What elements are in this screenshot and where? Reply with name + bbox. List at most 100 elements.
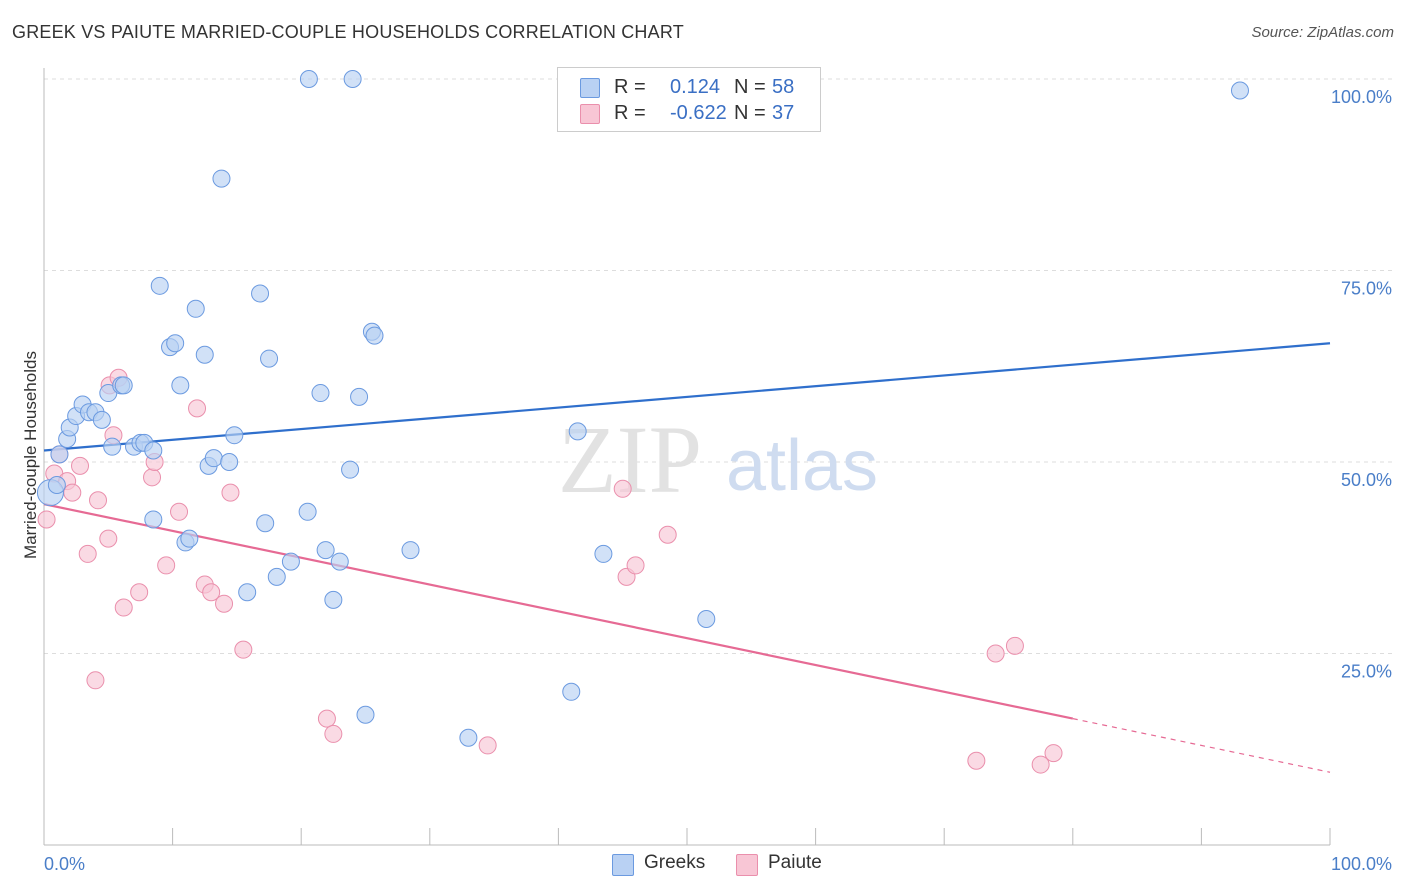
legend-n-label: N = bbox=[734, 76, 766, 98]
paiute-point bbox=[221, 483, 240, 502]
paiute-point bbox=[130, 583, 149, 602]
paiute-swatch bbox=[736, 854, 758, 876]
greek-point bbox=[114, 376, 133, 395]
legend-n-label: N = bbox=[734, 102, 766, 124]
greek-point bbox=[195, 345, 214, 364]
stats-legend: R = 0.124 N = 58 R = -0.622 N = 37 bbox=[557, 67, 821, 132]
greek-point bbox=[256, 514, 275, 533]
greek-point bbox=[204, 449, 223, 468]
greek-point bbox=[298, 502, 317, 521]
paiute-point bbox=[188, 399, 207, 418]
watermark: ZIP atlas bbox=[558, 406, 878, 513]
greek-point bbox=[92, 410, 111, 429]
paiute-point bbox=[1005, 636, 1024, 655]
paiute-trend-extension bbox=[1072, 718, 1331, 773]
greek-point bbox=[220, 453, 239, 471]
greek-point bbox=[311, 384, 330, 403]
y-tick-label: 50.0% bbox=[1341, 470, 1392, 490]
paiute-point bbox=[89, 491, 108, 510]
paiute-point bbox=[478, 736, 497, 755]
greek-point bbox=[594, 544, 613, 563]
greek-point bbox=[251, 284, 270, 303]
chart-title: GREEK VS PAIUTE MARRIED-COUPLE HOUSEHOLD… bbox=[12, 22, 684, 42]
greek-point bbox=[316, 541, 335, 560]
greek-point bbox=[144, 441, 163, 460]
legend-r-value: 0.124 bbox=[670, 76, 721, 98]
greek-point bbox=[343, 70, 362, 88]
trend-lines bbox=[43, 342, 1331, 773]
source-credit: Source: ZipAtlas.com bbox=[1251, 24, 1394, 41]
paiute-point bbox=[37, 510, 56, 529]
x-tick-label-min: 0.0% bbox=[44, 854, 85, 874]
paiute-points bbox=[37, 368, 1063, 774]
paiute-point bbox=[1031, 755, 1050, 774]
greek-point bbox=[150, 276, 169, 295]
legend-swatch-paiute bbox=[580, 104, 600, 124]
greek-point bbox=[225, 426, 244, 445]
greek-point bbox=[144, 510, 163, 529]
greek-point bbox=[171, 376, 190, 395]
paiute-point bbox=[157, 556, 176, 575]
y-tick-label: 75.0% bbox=[1341, 279, 1392, 299]
greeks-swatch bbox=[612, 854, 634, 876]
y-tick-labels: 25.0% 50.0% 75.0% 100.0% bbox=[1331, 87, 1392, 682]
greek-point bbox=[47, 475, 66, 494]
greek-point bbox=[186, 299, 205, 318]
legend-r-value: -0.622 bbox=[670, 102, 727, 124]
x-tick-label-max: 100.0% bbox=[1331, 854, 1392, 874]
legend-n-value: 58 bbox=[772, 76, 795, 98]
greek-point bbox=[281, 552, 300, 571]
paiute-point bbox=[71, 456, 90, 475]
greek-point bbox=[365, 326, 384, 345]
watermark-atlas: atlas bbox=[726, 426, 878, 506]
paiute-trend-line bbox=[43, 503, 1074, 720]
paiute-point bbox=[78, 544, 97, 563]
greek-point bbox=[238, 583, 257, 602]
legend-r-label: R = bbox=[614, 102, 646, 124]
greek-point bbox=[459, 728, 478, 747]
greek-point bbox=[341, 460, 360, 479]
paiute-point bbox=[86, 671, 105, 690]
paiute-point bbox=[967, 751, 986, 770]
paiute-point bbox=[143, 468, 162, 487]
paiute-point bbox=[658, 525, 677, 544]
paiute-point bbox=[215, 594, 234, 613]
greek-point bbox=[267, 567, 286, 586]
greek-point bbox=[350, 387, 369, 406]
greek-point bbox=[299, 70, 318, 88]
greek-point bbox=[50, 445, 69, 464]
y-tick-label: 100.0% bbox=[1331, 87, 1392, 107]
paiute-point bbox=[317, 709, 336, 728]
paiute-point bbox=[626, 556, 645, 575]
paiute-point bbox=[986, 644, 1005, 663]
greek-point bbox=[330, 552, 349, 571]
greek-point bbox=[568, 422, 587, 441]
greek-point bbox=[260, 349, 279, 368]
paiute-point bbox=[99, 529, 118, 548]
paiute-point bbox=[63, 483, 82, 502]
paiute-point bbox=[234, 640, 253, 659]
greeks-trend-line bbox=[43, 342, 1331, 452]
greek-point bbox=[212, 169, 231, 188]
grid-lines bbox=[44, 78, 1392, 654]
paiute-point bbox=[114, 598, 133, 617]
paiute-point bbox=[1044, 744, 1063, 763]
legend-swatch-greeks bbox=[580, 78, 600, 98]
greek-point bbox=[166, 334, 185, 353]
greek-point bbox=[180, 529, 199, 548]
greek-point bbox=[697, 610, 716, 629]
axes bbox=[43, 68, 1331, 846]
y-axis-label: Married-couple Households bbox=[21, 351, 40, 559]
greek-point bbox=[356, 705, 375, 724]
greek-point bbox=[401, 541, 420, 560]
legend-r-label: R = bbox=[614, 76, 646, 98]
paiute-point bbox=[324, 724, 343, 743]
y-tick-label: 25.0% bbox=[1341, 662, 1392, 682]
legend-n-value: 37 bbox=[772, 102, 795, 124]
paiute-point bbox=[613, 479, 632, 498]
greeks-label: Greeks bbox=[644, 852, 706, 873]
greek-point bbox=[324, 590, 343, 609]
greek-point bbox=[562, 682, 581, 701]
watermark-zip: ZIP bbox=[558, 406, 702, 513]
